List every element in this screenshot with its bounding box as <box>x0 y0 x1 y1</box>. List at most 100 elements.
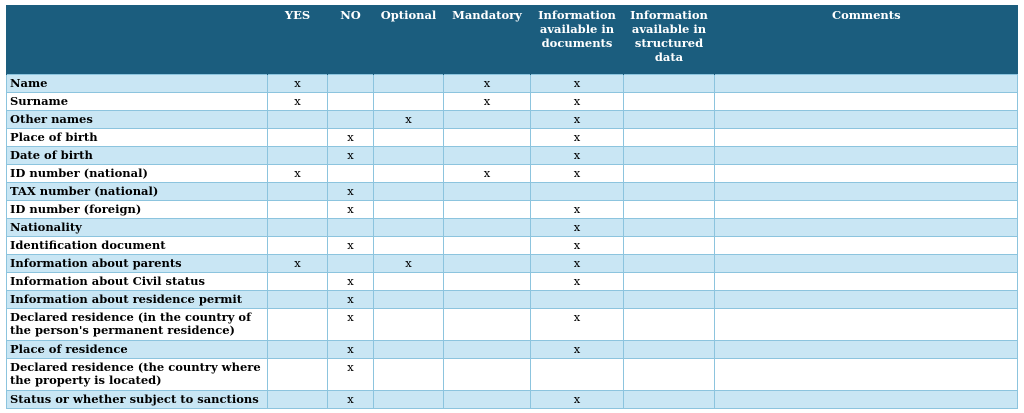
documents-cell: x <box>530 91 624 111</box>
documents-cell: x <box>530 389 624 409</box>
optional-cell <box>373 217 444 237</box>
comments-cell <box>714 145 1018 165</box>
no-cell: x <box>327 357 374 391</box>
optional-cell <box>373 307 444 341</box>
documents-cell: x <box>530 339 624 359</box>
no-cell <box>327 109 374 129</box>
no-cell: x <box>327 307 374 341</box>
yes-cell: x <box>267 91 328 111</box>
yes-cell: x <box>267 73 328 93</box>
mandatory-cell <box>443 307 531 341</box>
structured-cell <box>623 181 715 201</box>
header-label-cell <box>6 5 268 74</box>
yes-cell <box>267 389 328 409</box>
table-row: Surname x x x <box>6 91 1018 111</box>
yes-cell <box>267 109 328 129</box>
no-cell: x <box>327 199 374 219</box>
table-row: Date of birth x x <box>6 145 1018 165</box>
row-label: Status or whether subject to sanctions <box>6 389 268 409</box>
table-row: Place of birth x x <box>6 127 1018 147</box>
structured-cell <box>623 145 715 165</box>
structured-cell <box>623 357 715 391</box>
mandatory-cell <box>443 271 531 291</box>
comments-cell <box>714 307 1018 341</box>
table-row: ID number (foreign) x x <box>6 199 1018 219</box>
no-cell: x <box>327 235 374 255</box>
documents-cell: x <box>530 73 624 93</box>
row-label: Other names <box>6 109 268 129</box>
row-label: Declared residence (in the country of th… <box>6 307 268 341</box>
yes-cell <box>267 271 328 291</box>
row-label: Declared residence (the country where th… <box>6 357 268 391</box>
optional-cell <box>373 289 444 309</box>
comments-cell <box>714 109 1018 129</box>
mandatory-cell <box>443 339 531 359</box>
header-optional: Optional <box>373 5 444 74</box>
no-cell: x <box>327 181 374 201</box>
comments-cell <box>714 389 1018 409</box>
mandatory-cell <box>443 253 531 273</box>
table-row: Nationality x <box>6 217 1018 237</box>
no-cell: x <box>327 145 374 165</box>
table-row: Information about residence permit x <box>6 289 1018 309</box>
row-label: ID number (national) <box>6 163 268 183</box>
comments-cell <box>714 217 1018 237</box>
comments-cell <box>714 339 1018 359</box>
yes-cell <box>267 339 328 359</box>
documents-cell: x <box>530 145 624 165</box>
structured-cell <box>623 217 715 237</box>
row-label: Place of residence <box>6 339 268 359</box>
structured-cell <box>623 199 715 219</box>
header-info-documents: Information available in documents <box>530 5 624 74</box>
row-label: ID number (foreign) <box>6 199 268 219</box>
comments-cell <box>714 163 1018 183</box>
mandatory-cell: x <box>443 91 531 111</box>
documents-cell: x <box>530 199 624 219</box>
mandatory-cell <box>443 127 531 147</box>
documents-cell: x <box>530 217 624 237</box>
comments-cell <box>714 199 1018 219</box>
documents-cell: x <box>530 307 624 341</box>
table-row: Place of residence x x <box>6 339 1018 359</box>
no-cell <box>327 163 374 183</box>
yes-cell <box>267 235 328 255</box>
table-row: Declared residence (the country where th… <box>6 357 1018 391</box>
no-cell: x <box>327 271 374 291</box>
structured-cell <box>623 271 715 291</box>
yes-cell <box>267 217 328 237</box>
header-comments: Comments <box>714 5 1018 74</box>
structured-cell <box>623 253 715 273</box>
documents-cell: x <box>530 235 624 255</box>
optional-cell <box>373 73 444 93</box>
row-label: Nationality <box>6 217 268 237</box>
optional-cell: x <box>373 253 444 273</box>
table-row: Other names x x <box>6 109 1018 129</box>
structured-cell <box>623 307 715 341</box>
no-cell: x <box>327 339 374 359</box>
optional-cell <box>373 235 444 255</box>
mandatory-cell <box>443 389 531 409</box>
optional-cell <box>373 145 444 165</box>
structured-cell <box>623 389 715 409</box>
row-label: Information about parents <box>6 253 268 273</box>
comments-cell <box>714 235 1018 255</box>
header-info-structured: Information available in structured data <box>623 5 715 74</box>
documents-cell: x <box>530 127 624 147</box>
table-row: Name x x x <box>6 73 1018 93</box>
structured-cell <box>623 127 715 147</box>
comments-cell <box>714 357 1018 391</box>
yes-cell <box>267 145 328 165</box>
comments-cell <box>714 271 1018 291</box>
documents-cell <box>530 181 624 201</box>
structured-cell <box>623 109 715 129</box>
optional-cell <box>373 91 444 111</box>
yes-cell <box>267 181 328 201</box>
row-label: Name <box>6 73 268 93</box>
documents-cell: x <box>530 271 624 291</box>
comments-cell <box>714 91 1018 111</box>
row-label: Information about residence permit <box>6 289 268 309</box>
documents-cell: x <box>530 163 624 183</box>
structured-cell <box>623 163 715 183</box>
mandatory-cell: x <box>443 73 531 93</box>
documents-cell: x <box>530 253 624 273</box>
